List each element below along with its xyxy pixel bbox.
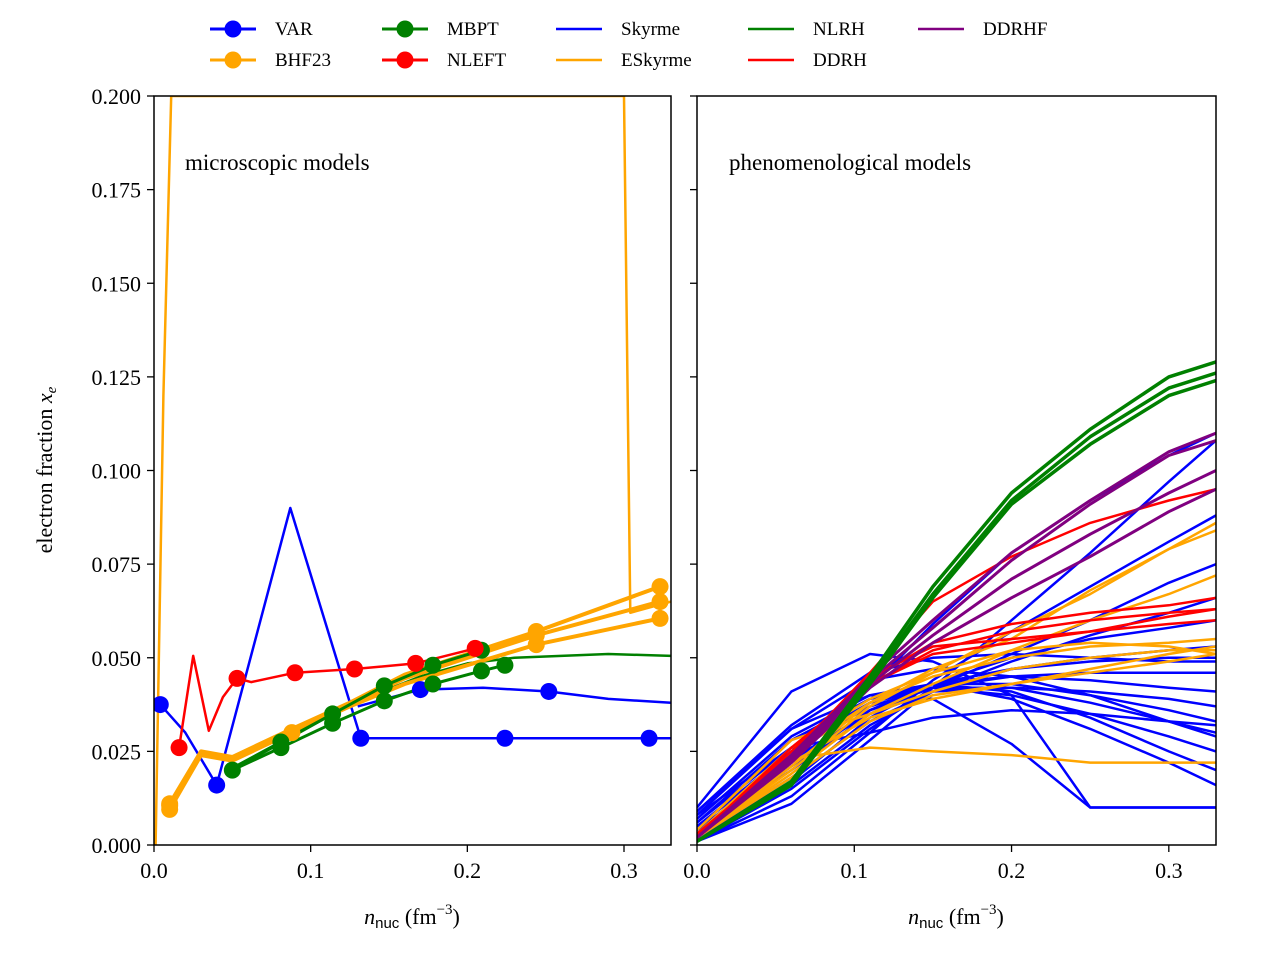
right-panel-annotation: phenomenological models [729, 150, 971, 175]
series-ddrhf-line [697, 439, 1216, 839]
series-mbpt-point [424, 656, 442, 674]
series-bhf23-point [651, 593, 669, 611]
series-bhf23-line [167, 584, 661, 805]
series-nleft-point [170, 739, 188, 757]
series-bhf23-point [161, 795, 179, 813]
legend-item-var: VAR [210, 19, 313, 40]
left-y-tick-label: 0.025 [92, 739, 142, 764]
series-var-line [159, 506, 671, 787]
series-mbpt-point [223, 761, 241, 779]
right-x-axis-label: nnuc (fm−3) [908, 902, 1004, 932]
legend-marker [224, 20, 242, 38]
series-skyrme-line [697, 693, 1216, 813]
series-var-point [640, 729, 658, 747]
series-var-point [352, 729, 370, 747]
legend-label: Skyrme [621, 19, 680, 40]
left-y-tick-label: 0.075 [92, 552, 142, 577]
series-skyrme-line [697, 682, 1216, 824]
legend-marker [396, 20, 414, 38]
legend-label: NLEFT [447, 50, 507, 71]
legend-marker [224, 51, 242, 69]
legend-item-nlrh: NLRH [748, 19, 865, 40]
left-x-tick-label: 0.0 [140, 858, 168, 883]
legend-marker [396, 51, 414, 69]
left-y-tick-label: 0.150 [92, 271, 142, 296]
series-nlrh-line [697, 371, 1216, 843]
series-bhf23-point [527, 623, 545, 641]
series-bhf23-line [167, 616, 661, 811]
series-bhf23-line [154, 96, 671, 845]
left-panel-annotation: microscopic models [185, 150, 370, 175]
legend-label: BHF23 [275, 50, 331, 71]
right-x-tick-label: 0.2 [998, 858, 1026, 883]
legend-label: MBPT [447, 19, 499, 40]
left-y-axis-label: electron fraction xe [32, 386, 60, 553]
right-x-tick-label: 0.3 [1155, 858, 1183, 883]
series-ddrh-line [697, 596, 1216, 839]
left-y-tick-label: 0.000 [92, 833, 142, 858]
series-mbpt-point [324, 705, 342, 723]
series-mbpt-point [472, 662, 490, 680]
series-nleft-point [466, 639, 484, 657]
series-nleft-point [346, 660, 364, 678]
legend-label: VAR [275, 19, 313, 40]
series-mbpt-line [231, 663, 506, 772]
legend-item-nleft: NLEFT [382, 50, 507, 71]
legend-label: NLRH [813, 19, 865, 40]
series-skyrme-line [697, 667, 1216, 816]
series-eskyrme-line [697, 746, 1216, 835]
legend: VAR BHF23 MBPT NLEFT Skyrme ESkyrme NLRH DDRH DD… [210, 19, 1047, 71]
legend-label: ESkyrme [621, 50, 692, 71]
series-mbpt-point [424, 675, 442, 693]
legend-item-mbpt: MBPT [382, 19, 499, 40]
series-var-point [540, 682, 558, 700]
series-ddrh-line [697, 607, 1216, 839]
legend-label: DDRHF [983, 19, 1047, 40]
series-bhf23-point [651, 609, 669, 627]
series-var-line [357, 686, 671, 708]
series-nleft-point [407, 654, 425, 672]
series-var-point [208, 776, 226, 794]
left-y-tick-label: 0.175 [92, 178, 142, 203]
series-skyrme-line [697, 652, 1216, 813]
series-var-point [154, 696, 169, 714]
legend-label: DDRH [813, 50, 867, 71]
left-panel: 0.0 0.1 0.2 0.3 0.000 0.025 0.050 0.075 0.100 0.1… [32, 84, 672, 932]
left-y-tick-label: 0.200 [92, 84, 142, 109]
right-x-tick-label: 0.0 [683, 858, 711, 883]
left-x-axis-label: nnuc (fm−3) [364, 902, 460, 932]
left-x-tick-label: 0.1 [297, 858, 325, 883]
series-nleft-point [286, 664, 304, 682]
right-panel: 0.0 0.1 0.2 0.3 phenomenological models nnu… [683, 95, 1217, 932]
legend-item-eskyrme: ESkyrme [556, 50, 692, 71]
series-nlrh-line [697, 360, 1216, 843]
series-nleft-point [228, 669, 246, 687]
series-bhf23-point [651, 578, 669, 596]
series-mbpt-point [272, 733, 290, 751]
left-x-tick-label: 0.3 [610, 858, 638, 883]
left-x-tick-label: 0.2 [454, 858, 482, 883]
legend-item-ddrhf: DDRHF [918, 19, 1047, 40]
left-y-tick-label: 0.100 [92, 459, 142, 484]
legend-item-ddrh: DDRH [748, 50, 867, 71]
legend-item-skyrme: Skyrme [556, 19, 680, 40]
series-ddrhf-line [697, 487, 1216, 839]
legend-item-bhf23: BHF23 [210, 50, 331, 71]
series-ddrhf-line [697, 431, 1216, 839]
series-mbpt-point [375, 677, 393, 695]
series-mbpt-point [496, 656, 514, 674]
series-var-point [496, 729, 514, 747]
series-mbpt-point [375, 692, 393, 710]
right-x-tick-label: 0.1 [841, 858, 869, 883]
left-y-tick-label: 0.125 [92, 365, 142, 390]
left-y-tick-label: 0.050 [92, 646, 142, 671]
